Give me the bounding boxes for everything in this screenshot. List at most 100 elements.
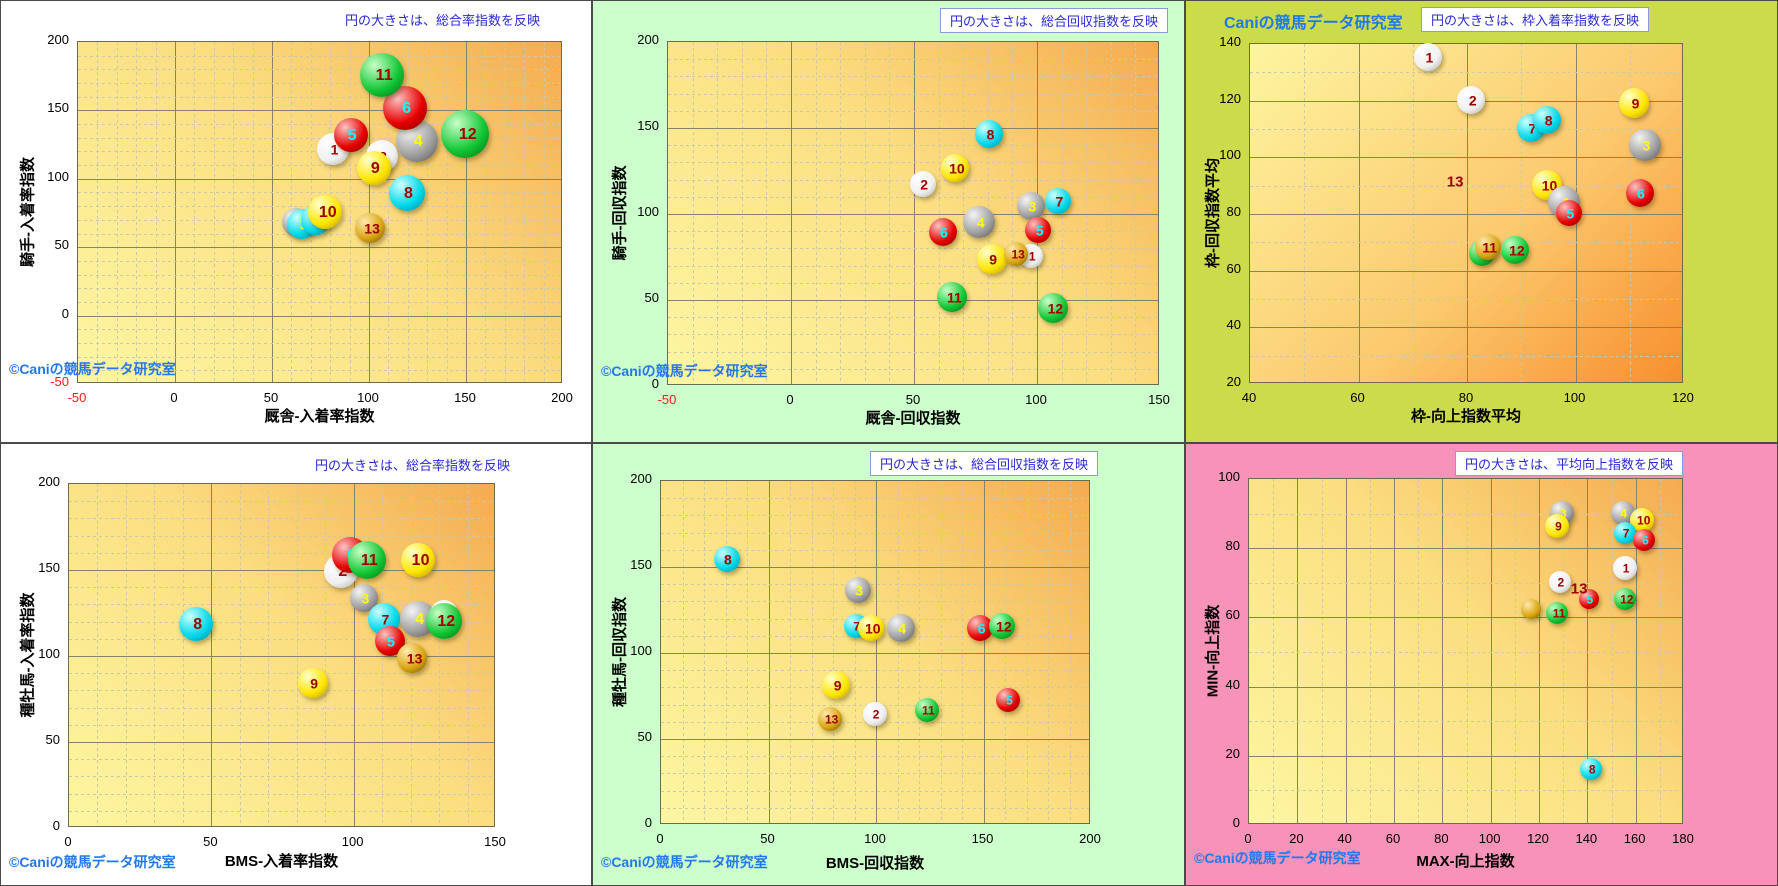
bubble-number-label: 11 <box>1552 606 1566 621</box>
minor-gridline <box>692 42 694 384</box>
minor-gridline <box>897 481 899 823</box>
data-bubble-2: 2 <box>909 170 936 197</box>
minor-gridline <box>668 265 1158 267</box>
data-bubble-6: 6 <box>1633 529 1656 552</box>
data-bubble-13: 13 <box>354 213 385 244</box>
major-gridline <box>1249 548 1682 550</box>
minor-gridline <box>69 776 494 778</box>
y-tick-label: 140 <box>1219 34 1241 49</box>
bubble-number-label: 2 <box>1468 92 1477 109</box>
y-tick-label: 60 <box>1225 607 1240 623</box>
data-bubble-8: 8 <box>713 546 740 573</box>
major-gridline <box>1587 479 1589 823</box>
minor-gridline <box>69 759 494 761</box>
bubble-number-label: 6 <box>1642 533 1649 548</box>
data-bubble-11: 11 <box>359 53 404 98</box>
chart-panel-2: -50 0 50 100 150 0 50 100 150 200 騎手-回収指数 厩舎-回収指数 円の… <box>592 0 1185 443</box>
bubble-number-label: 1 <box>1622 561 1630 576</box>
y-tick-label: 150 <box>630 557 652 572</box>
y-tick-label: 100 <box>630 643 652 658</box>
data-bubble-11: 11 <box>1546 601 1569 624</box>
minor-gridline <box>1611 479 1613 823</box>
major-gridline <box>1250 157 1682 159</box>
major-gridline <box>1467 44 1468 382</box>
y-tick-label: 100 <box>637 204 659 219</box>
x-tick-label: 50 <box>203 834 218 849</box>
data-bubble-3: 3 <box>1629 129 1662 161</box>
x-tick-label: 60 <box>1385 831 1401 846</box>
data-bubble-8: 8 <box>388 174 425 211</box>
minor-gridline <box>1012 42 1014 384</box>
y-tick-label: 0 <box>52 818 60 833</box>
minor-gridline <box>69 501 494 503</box>
plot-area <box>667 41 1159 385</box>
y-tick-label: 60 <box>1226 260 1241 276</box>
bubble-number-label: 13 <box>824 712 839 727</box>
bubble-number-label: 11 <box>921 704 935 719</box>
data-bubble-11: 11 <box>914 698 939 723</box>
data-bubble-5: 5 <box>374 626 405 657</box>
data-bubble-1: 1 <box>1414 43 1443 72</box>
y-tick-label: 50 <box>644 290 659 305</box>
minor-gridline <box>116 42 118 382</box>
minor-gridline <box>864 42 866 384</box>
major-gridline <box>668 128 1158 129</box>
data-bubble-9: 9 <box>976 244 1007 275</box>
bubble-number-label: 11 <box>375 66 393 84</box>
x-tick-label: 0 <box>1244 831 1252 846</box>
bubble-number-label: 6 <box>1637 185 1645 202</box>
minor-gridline <box>69 638 494 640</box>
minor-gridline <box>668 282 1158 284</box>
major-gridline <box>668 300 1158 301</box>
x-tick-label: 150 <box>971 831 994 846</box>
bubble-size-annotation: 円の大きさは、平均向上指数を反映 <box>1454 451 1683 476</box>
minor-gridline <box>661 687 1089 689</box>
minor-gridline <box>1659 479 1661 823</box>
chart-panel-6: 0 20 40 60 80 100 120 140 160 180 0 20 40 60 80 100 MIN-… <box>1185 443 1778 886</box>
minor-gridline <box>1412 44 1414 382</box>
minor-gridline <box>78 192 561 194</box>
minor-gridline <box>439 484 441 826</box>
bubble-number-label: 8 <box>986 126 995 143</box>
major-gridline <box>668 214 1158 215</box>
bubble-number-label: 4 <box>413 132 423 150</box>
minor-gridline <box>78 274 561 276</box>
major-gridline <box>1442 479 1444 823</box>
minor-gridline <box>78 96 561 98</box>
major-gridline <box>1250 327 1682 329</box>
minor-gridline <box>78 329 561 331</box>
data-bubble-4: 4 <box>963 205 996 238</box>
minor-gridline <box>1249 513 1682 515</box>
bubble-number-label: 4 <box>898 620 907 637</box>
minor-gridline <box>1135 42 1137 384</box>
y-tick-label: 40 <box>1225 676 1240 692</box>
bubble-number-label: 5 <box>1566 205 1575 222</box>
bubble-number-label: 5 <box>1006 693 1013 708</box>
minor-gridline <box>668 334 1158 336</box>
minor-gridline <box>661 807 1089 809</box>
y-axis-title: 種牡馬-入着率指数 <box>19 592 37 718</box>
minor-gridline <box>1466 479 1468 823</box>
y-tick-label: 80 <box>1226 204 1241 219</box>
minor-gridline <box>1250 242 1682 244</box>
bubble-number-label: 11 <box>360 552 378 570</box>
y-tick-label: 50 <box>54 237 69 253</box>
major-gridline <box>791 42 792 384</box>
x-tick-label: 50 <box>905 392 921 407</box>
x-tick-label: 40 <box>1337 831 1352 846</box>
major-gridline <box>1490 479 1492 823</box>
minor-gridline <box>239 484 241 826</box>
minor-gridline <box>182 484 184 826</box>
major-gridline <box>211 484 213 826</box>
minor-gridline <box>213 42 215 382</box>
bubble-number-label: 8 <box>724 551 732 568</box>
major-gridline <box>69 656 494 657</box>
data-bubble-2: 2 <box>1548 570 1571 593</box>
major-gridline <box>466 42 467 382</box>
data-bubble-3: 3 <box>844 577 871 604</box>
minor-gridline <box>668 231 1158 233</box>
chart-panel-1: -50 0 50 100 150 200 -50 0 50 100 150 200 騎手-入着率指数 厩舎… <box>0 0 592 443</box>
bubble-number-label: 9 <box>1631 95 1640 112</box>
x-tick-label: -50 <box>67 390 87 405</box>
data-bubble-8: 8 <box>179 607 214 642</box>
